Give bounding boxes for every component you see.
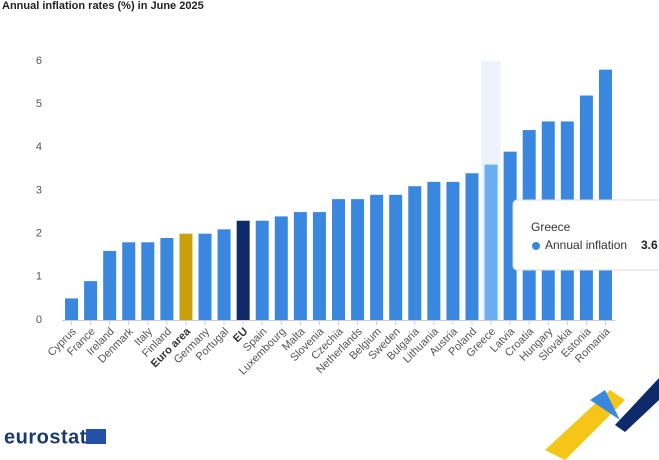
tooltip: Greece Annual inflation 3.6 bbox=[512, 199, 659, 271]
bar bbox=[293, 212, 307, 320]
y-tick-label: 2 bbox=[36, 228, 42, 240]
bar bbox=[274, 216, 288, 320]
decor bbox=[545, 390, 625, 460]
decor bbox=[615, 378, 659, 432]
bar bbox=[255, 220, 269, 320]
tooltip-value: 3.6 bbox=[641, 238, 658, 252]
bar bbox=[160, 237, 174, 320]
bar bbox=[179, 233, 193, 320]
bar bbox=[236, 220, 250, 320]
bar bbox=[332, 199, 345, 320]
bar bbox=[65, 298, 79, 320]
bar bbox=[141, 242, 155, 320]
bar bbox=[408, 186, 422, 320]
bar bbox=[351, 199, 365, 320]
brand-logo: eurostat bbox=[4, 426, 87, 448]
bar bbox=[465, 173, 479, 320]
bar bbox=[217, 229, 231, 320]
decor bbox=[590, 390, 620, 420]
bar bbox=[198, 233, 212, 320]
tooltip-series: Annual inflation bbox=[545, 238, 627, 252]
bar bbox=[84, 281, 98, 320]
bar bbox=[598, 69, 612, 320]
bar bbox=[389, 194, 403, 320]
bar bbox=[103, 250, 117, 320]
bar bbox=[312, 212, 326, 320]
bar bbox=[122, 242, 136, 320]
y-tick-label: 5 bbox=[36, 98, 42, 110]
y-tick-label: 4 bbox=[36, 141, 42, 153]
bar bbox=[427, 181, 441, 320]
bar bbox=[446, 181, 460, 320]
y-tick-label: 6 bbox=[36, 55, 42, 67]
tooltip-dot bbox=[532, 242, 540, 250]
y-tick-label: 3 bbox=[36, 184, 42, 196]
bar bbox=[370, 194, 384, 320]
bar bbox=[503, 151, 517, 320]
y-tick-label: 0 bbox=[36, 314, 42, 326]
tooltip-title: Greece bbox=[531, 220, 571, 234]
tooltip-box bbox=[512, 199, 659, 271]
y-tick-label: 1 bbox=[36, 271, 42, 283]
chart-title: Annual inflation rates (%) in June 2025 bbox=[2, 0, 204, 12]
bar bbox=[484, 164, 498, 320]
eu-flag bbox=[86, 429, 106, 444]
